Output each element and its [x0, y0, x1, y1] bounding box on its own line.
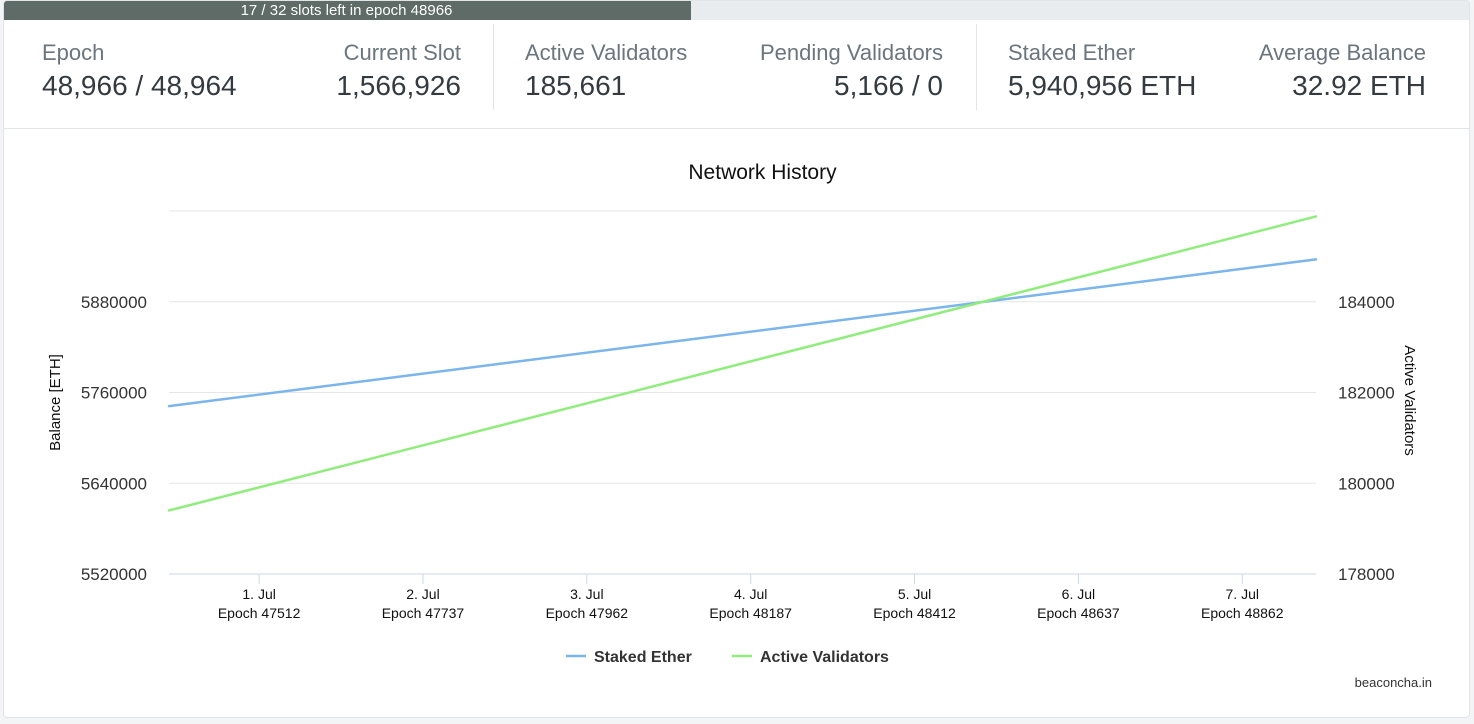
- stat-current-slot-label: Current Slot: [343, 40, 461, 65]
- stats-divider: [493, 24, 494, 110]
- x-tick-sublabel: Epoch 47962: [546, 605, 629, 621]
- stat-current-slot-value: 1,566,926: [336, 70, 461, 101]
- y-right-tick-label: 180000: [1338, 474, 1395, 493]
- y-left-tick-label: 5520000: [81, 565, 147, 584]
- x-tick-label: 6. Jul: [1062, 586, 1095, 602]
- epoch-progress-bar: 17 / 32 slots left in epoch 48966: [4, 1, 1469, 20]
- stat-pending-validators-value: 5,166 / 0: [834, 70, 943, 101]
- stats-divider: [976, 24, 977, 110]
- y-right-tick-label: 178000: [1338, 565, 1395, 584]
- y-left-tick-label: 5880000: [81, 293, 147, 312]
- x-tick-sublabel: Epoch 48412: [873, 605, 956, 621]
- x-tick-sublabel: Epoch 48637: [1037, 605, 1120, 621]
- network-card: 17 / 32 slots left in epoch 48966 Epoch …: [3, 0, 1470, 718]
- series-line-active-validators: [167, 215, 1318, 512]
- chart-title: Network History: [688, 161, 837, 184]
- stat-staked-ether-label: Staked Ether: [1008, 40, 1136, 65]
- legend-item[interactable]: Staked Ether: [594, 649, 692, 666]
- stat-pending-validators: Pending Validators 5,166 / 0: [760, 40, 943, 102]
- x-tick-sublabel: Epoch 48862: [1201, 605, 1284, 621]
- x-tick-label: 4. Jul: [734, 586, 767, 602]
- x-tick-label: 3. Jul: [570, 586, 603, 602]
- stat-staked-ether-value: 5,940,956 ETH: [1008, 70, 1197, 101]
- stat-average-balance-value: 32.92 ETH: [1292, 70, 1426, 101]
- network-history-chart: Network History 5520000 5640000 5760000 5880…: [47, 161, 1418, 666]
- y-left-axis-title: Balance [ETH]: [47, 354, 64, 451]
- stat-staked-ether: Staked Ether 5,940,956 ETH: [1008, 40, 1196, 102]
- x-tick-label: 7. Jul: [1226, 586, 1259, 602]
- stat-active-validators-value: 185,661: [525, 70, 627, 101]
- stat-current-slot: Current Slot 1,566,926: [336, 40, 461, 102]
- stat-epoch: Epoch 48,966 / 48,964: [42, 40, 237, 102]
- stat-average-balance: Average Balance 32.92 ETH: [1259, 40, 1426, 102]
- x-tick-label: 1. Jul: [242, 586, 275, 602]
- y-right-tick-label: 184000: [1338, 293, 1395, 312]
- stat-pending-validators-label: Pending Validators: [759, 40, 943, 65]
- stat-active-validators: Active Validators 185,661: [525, 40, 687, 102]
- y-right-axis-title: Active Validators: [1401, 345, 1418, 456]
- stats-row: Epoch 48,966 / 48,964 Current Slot 1,566…: [4, 20, 1469, 129]
- x-tick-sublabel: Epoch 47512: [218, 605, 301, 621]
- stat-epoch-value: 48,966 / 48,964: [42, 70, 237, 101]
- stat-average-balance-label: Average Balance: [1258, 40, 1426, 65]
- x-tick-label: 2. Jul: [406, 586, 439, 602]
- y-left-tick-label: 5640000: [81, 474, 147, 493]
- x-tick-sublabel: Epoch 48187: [709, 605, 792, 621]
- stat-epoch-label: Epoch: [42, 40, 105, 65]
- x-tick-label: 5. Jul: [898, 586, 931, 602]
- legend-item[interactable]: Active Validators: [760, 649, 889, 666]
- credit-link[interactable]: beaconcha.in: [1354, 675, 1432, 690]
- epoch-progress-fill: [4, 1, 692, 20]
- stat-active-validators-label: Active Validators: [525, 40, 688, 65]
- y-left-tick-label: 5760000: [81, 384, 147, 403]
- x-tick-sublabel: Epoch 47737: [382, 605, 465, 621]
- y-right-tick-label: 182000: [1338, 384, 1395, 403]
- series-line-staked-ether: [167, 258, 1318, 408]
- epoch-progress-text: 17 / 32 slots left in epoch 48966: [240, 2, 453, 19]
